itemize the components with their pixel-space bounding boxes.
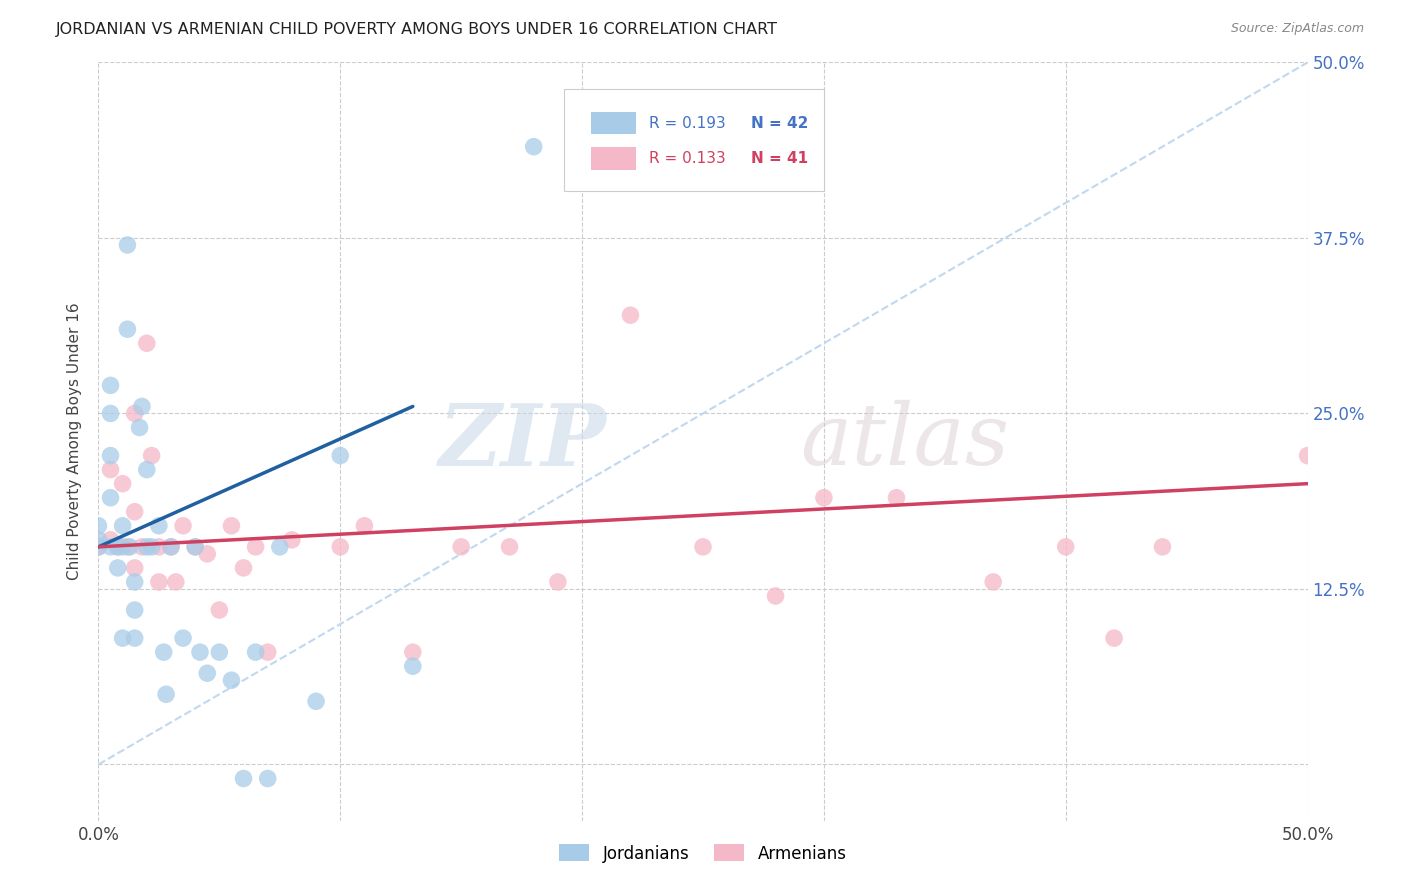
Point	[692, 540, 714, 554]
Point	[117, 540, 139, 554]
Point	[245, 645, 267, 659]
Point	[124, 631, 146, 645]
Point	[1102, 631, 1125, 645]
FancyBboxPatch shape	[564, 89, 824, 191]
Point	[547, 574, 569, 589]
Point	[111, 476, 134, 491]
Point	[111, 518, 134, 533]
Point	[184, 540, 207, 554]
Point	[208, 645, 231, 659]
Point	[160, 540, 183, 554]
Point	[765, 589, 787, 603]
Point	[232, 561, 254, 575]
Point	[498, 540, 520, 554]
Text: R = 0.193: R = 0.193	[648, 116, 725, 130]
Point	[87, 518, 110, 533]
Point	[148, 518, 170, 533]
Point	[195, 547, 218, 561]
Point	[329, 540, 352, 554]
Point	[128, 420, 150, 434]
Point	[100, 533, 122, 547]
Point	[184, 540, 207, 554]
Point	[117, 322, 139, 336]
Point	[1152, 540, 1174, 554]
Point	[118, 540, 141, 554]
FancyBboxPatch shape	[591, 112, 637, 135]
Point	[148, 574, 170, 589]
Point	[124, 561, 146, 575]
Point	[256, 645, 278, 659]
Text: Source: ZipAtlas.com: Source: ZipAtlas.com	[1230, 22, 1364, 36]
Point	[269, 540, 291, 554]
Point	[141, 540, 163, 554]
Point	[1296, 449, 1319, 463]
Point	[221, 673, 243, 688]
Point	[87, 533, 110, 547]
Point	[165, 574, 187, 589]
Point	[124, 407, 146, 421]
Text: N = 42: N = 42	[751, 116, 808, 130]
Point	[172, 631, 194, 645]
Point	[135, 462, 157, 476]
Point	[131, 400, 153, 414]
Point	[523, 139, 546, 153]
Text: ZIP: ZIP	[439, 400, 606, 483]
Point	[100, 378, 122, 392]
Point	[281, 533, 304, 547]
Point	[135, 336, 157, 351]
Point	[245, 540, 267, 554]
Point	[353, 518, 375, 533]
Point	[195, 666, 218, 681]
Point	[87, 540, 110, 554]
Point	[100, 407, 122, 421]
Point	[886, 491, 908, 505]
Point	[813, 491, 835, 505]
Point	[124, 574, 146, 589]
Point	[111, 540, 134, 554]
Text: R = 0.133: R = 0.133	[648, 152, 725, 166]
Point	[107, 540, 129, 554]
Point	[160, 540, 183, 554]
Point	[1054, 540, 1077, 554]
Y-axis label: Child Poverty Among Boys Under 16: Child Poverty Among Boys Under 16	[67, 302, 83, 581]
Point	[329, 449, 352, 463]
Point	[148, 540, 170, 554]
Point	[232, 772, 254, 786]
Point	[100, 462, 122, 476]
Point	[87, 540, 110, 554]
Point	[188, 645, 211, 659]
Point	[124, 603, 146, 617]
Point	[450, 540, 472, 554]
Point	[256, 772, 278, 786]
Point	[124, 505, 146, 519]
Point	[305, 694, 328, 708]
Point	[135, 540, 157, 554]
Text: atlas: atlas	[800, 401, 1010, 483]
Point	[100, 540, 122, 554]
Point	[131, 540, 153, 554]
Point	[402, 659, 425, 673]
Point	[619, 308, 641, 322]
Point	[117, 238, 139, 252]
Point	[107, 540, 129, 554]
Point	[155, 687, 177, 701]
Point	[107, 561, 129, 575]
Point	[172, 518, 194, 533]
Point	[221, 518, 243, 533]
Point	[100, 449, 122, 463]
Text: JORDANIAN VS ARMENIAN CHILD POVERTY AMONG BOYS UNDER 16 CORRELATION CHART: JORDANIAN VS ARMENIAN CHILD POVERTY AMON…	[56, 22, 779, 37]
Point	[402, 645, 425, 659]
Point	[100, 491, 122, 505]
Point	[111, 631, 134, 645]
Point	[152, 645, 174, 659]
Text: N = 41: N = 41	[751, 152, 808, 166]
Legend: Jordanians, Armenians: Jordanians, Armenians	[553, 838, 853, 869]
Point	[208, 603, 231, 617]
Point	[141, 449, 163, 463]
Point	[981, 574, 1004, 589]
FancyBboxPatch shape	[591, 147, 637, 170]
